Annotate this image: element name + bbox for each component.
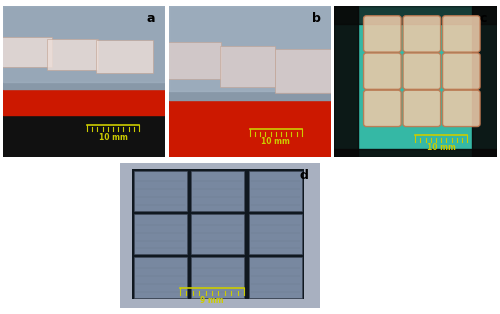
FancyBboxPatch shape — [403, 16, 440, 52]
Bar — [189, 169, 247, 213]
Text: a: a — [147, 12, 155, 25]
Bar — [132, 212, 190, 256]
Bar — [2, 112, 165, 157]
FancyBboxPatch shape — [364, 16, 401, 52]
Bar — [246, 256, 304, 299]
FancyBboxPatch shape — [220, 46, 275, 87]
FancyBboxPatch shape — [275, 49, 335, 93]
Bar — [192, 257, 244, 298]
Text: c: c — [480, 12, 487, 25]
FancyBboxPatch shape — [442, 16, 480, 52]
Bar — [189, 212, 247, 256]
Bar — [132, 256, 190, 299]
FancyBboxPatch shape — [96, 40, 153, 73]
Text: 10 mm: 10 mm — [427, 143, 456, 152]
Bar — [192, 171, 244, 211]
Text: d: d — [299, 169, 308, 182]
Bar — [134, 171, 187, 211]
Text: 9 mm: 9 mm — [200, 296, 224, 305]
FancyBboxPatch shape — [442, 90, 480, 127]
Text: b: b — [312, 12, 321, 25]
Bar — [192, 214, 244, 254]
Bar — [189, 256, 247, 299]
Bar — [246, 212, 304, 256]
Bar — [249, 257, 302, 298]
Bar — [168, 74, 331, 157]
Bar — [249, 214, 302, 254]
Bar — [168, 6, 331, 91]
Bar — [132, 169, 190, 213]
FancyBboxPatch shape — [403, 53, 440, 89]
Bar — [2, 6, 165, 89]
Bar — [334, 6, 358, 157]
Bar — [2, 6, 165, 82]
Bar — [472, 6, 496, 157]
Text: 10 mm: 10 mm — [262, 138, 290, 146]
Text: 10 mm: 10 mm — [98, 133, 128, 142]
Bar — [334, 149, 496, 157]
Bar — [246, 169, 304, 213]
Bar — [2, 82, 165, 115]
Bar — [168, 6, 331, 100]
Bar — [134, 257, 187, 298]
FancyBboxPatch shape — [442, 53, 480, 89]
FancyBboxPatch shape — [2, 37, 52, 67]
FancyBboxPatch shape — [364, 90, 401, 127]
FancyBboxPatch shape — [168, 42, 222, 79]
Bar — [134, 214, 187, 254]
Bar — [334, 6, 496, 24]
FancyBboxPatch shape — [47, 39, 98, 70]
FancyBboxPatch shape — [364, 53, 401, 89]
FancyBboxPatch shape — [403, 90, 440, 127]
Bar — [249, 171, 302, 211]
